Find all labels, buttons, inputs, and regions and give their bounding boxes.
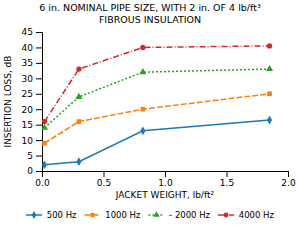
tick: 10: [22, 135, 42, 145]
subtitle: FIBROUS INSULATION: [99, 14, 201, 25]
tick-label: 0.5: [97, 178, 111, 188]
tick: 1.0: [158, 171, 173, 188]
tick-mark: [288, 171, 289, 177]
tick: 45: [22, 27, 42, 37]
tick-label: 1.0: [158, 178, 173, 188]
legend-label: 1000 Hz: [103, 210, 141, 220]
data-point: [267, 91, 272, 96]
axis-line: [43, 172, 289, 178]
tick: 0.0: [35, 171, 50, 188]
legend-item: 4000 Hz: [218, 210, 274, 220]
tick: 25: [22, 89, 42, 99]
data-point: [77, 119, 82, 124]
data-point: [141, 107, 146, 112]
tick-label: 0.0: [35, 178, 50, 188]
tick: 0: [27, 166, 42, 176]
data-point: [139, 68, 146, 74]
data-point: [42, 119, 47, 124]
legend-marker: [32, 211, 37, 219]
legend-item: - 2000 Hz: [148, 210, 210, 220]
legend: 500 Hz 1000 Hz - 2000 Hz 4000 Hz: [26, 210, 274, 220]
legend-item: 500 Hz: [26, 210, 77, 220]
tick-mark: [36, 78, 42, 79]
axis-line: [36, 33, 43, 172]
tick-mark: [36, 171, 42, 172]
tick-label: 20: [22, 105, 34, 115]
tick-label: 2.0: [281, 178, 296, 188]
series-line: [44, 69, 269, 128]
tick: 0.5: [97, 171, 111, 188]
tick: 30: [22, 74, 42, 84]
title: 6 in. NOMINAL PIPE SIZE, WITH 2 in. OF 4…: [39, 2, 261, 13]
tick: 35: [22, 58, 42, 68]
tick-mark: [36, 140, 42, 141]
plot-area: 0.0 0.5 1.0 1.5 2.0 0 5 10 15 20 25 30 35 40 45: [22, 27, 296, 188]
series-line: [44, 120, 269, 165]
legend-marker: [153, 211, 159, 217]
tick-mark: [36, 47, 42, 48]
series-line: [44, 46, 269, 122]
tick: 5: [27, 151, 42, 161]
tick: 40: [22, 43, 42, 53]
tick-label: 15: [22, 120, 33, 130]
tick: 2.0: [281, 171, 296, 188]
series-line: [44, 94, 269, 143]
tick-mark: [36, 32, 42, 33]
data-point: [266, 65, 273, 71]
data-point: [140, 45, 145, 50]
series-group: [42, 43, 273, 169]
legend-label: 4000 Hz: [236, 210, 274, 220]
tick-mark: [104, 171, 105, 177]
tick: 15: [22, 120, 42, 130]
tick-mark: [36, 109, 42, 110]
y-axis-title: INSERTION LOSS, dB: [3, 55, 13, 147]
x-axis-title: JACKET WEIGHT, lb/ft²: [115, 190, 215, 200]
tick-label: 40: [22, 43, 34, 53]
data-point: [75, 93, 82, 99]
tick-label: 1.5: [220, 178, 234, 188]
data-point: [140, 126, 145, 135]
tick-label: 0: [27, 166, 33, 176]
data-point: [76, 157, 81, 166]
chart: 0.0 0.5 1.0 1.5 2.0 0 5 10 15 20 25 30 35 40 45 6 in. N…: [0, 0, 300, 225]
y-axis: 0 5 10 15 20 25 30 35 40 45: [22, 27, 43, 176]
x-axis: 0.0 0.5 1.0 1.5 2.0: [35, 171, 296, 188]
legend-label: - 2000 Hz: [166, 210, 210, 220]
tick-label: 10: [22, 135, 34, 145]
legend-label: 500 Hz: [44, 210, 77, 220]
tick-label: 45: [22, 27, 33, 37]
tick-mark: [36, 94, 42, 95]
tick-mark: [36, 63, 42, 64]
data-point: [42, 124, 48, 130]
data-point: [42, 160, 47, 169]
tick-label: 35: [22, 58, 33, 68]
tick-mark: [165, 171, 166, 177]
data-point: [267, 116, 272, 125]
tick-mark: [227, 171, 228, 177]
data-point: [76, 66, 81, 71]
legend-marker: [90, 213, 94, 217]
tick-label: 30: [22, 74, 34, 84]
tick-mark: [36, 125, 42, 126]
tick-mark: [36, 156, 42, 157]
tick: 20: [22, 105, 42, 115]
tick-label: 5: [27, 151, 33, 161]
data-point: [267, 43, 272, 48]
data-point: [42, 141, 47, 146]
legend-item: 1000 Hz: [85, 210, 141, 220]
tick: 1.5: [220, 171, 234, 188]
legend-marker: [224, 213, 229, 218]
tick-label: 25: [22, 89, 33, 99]
